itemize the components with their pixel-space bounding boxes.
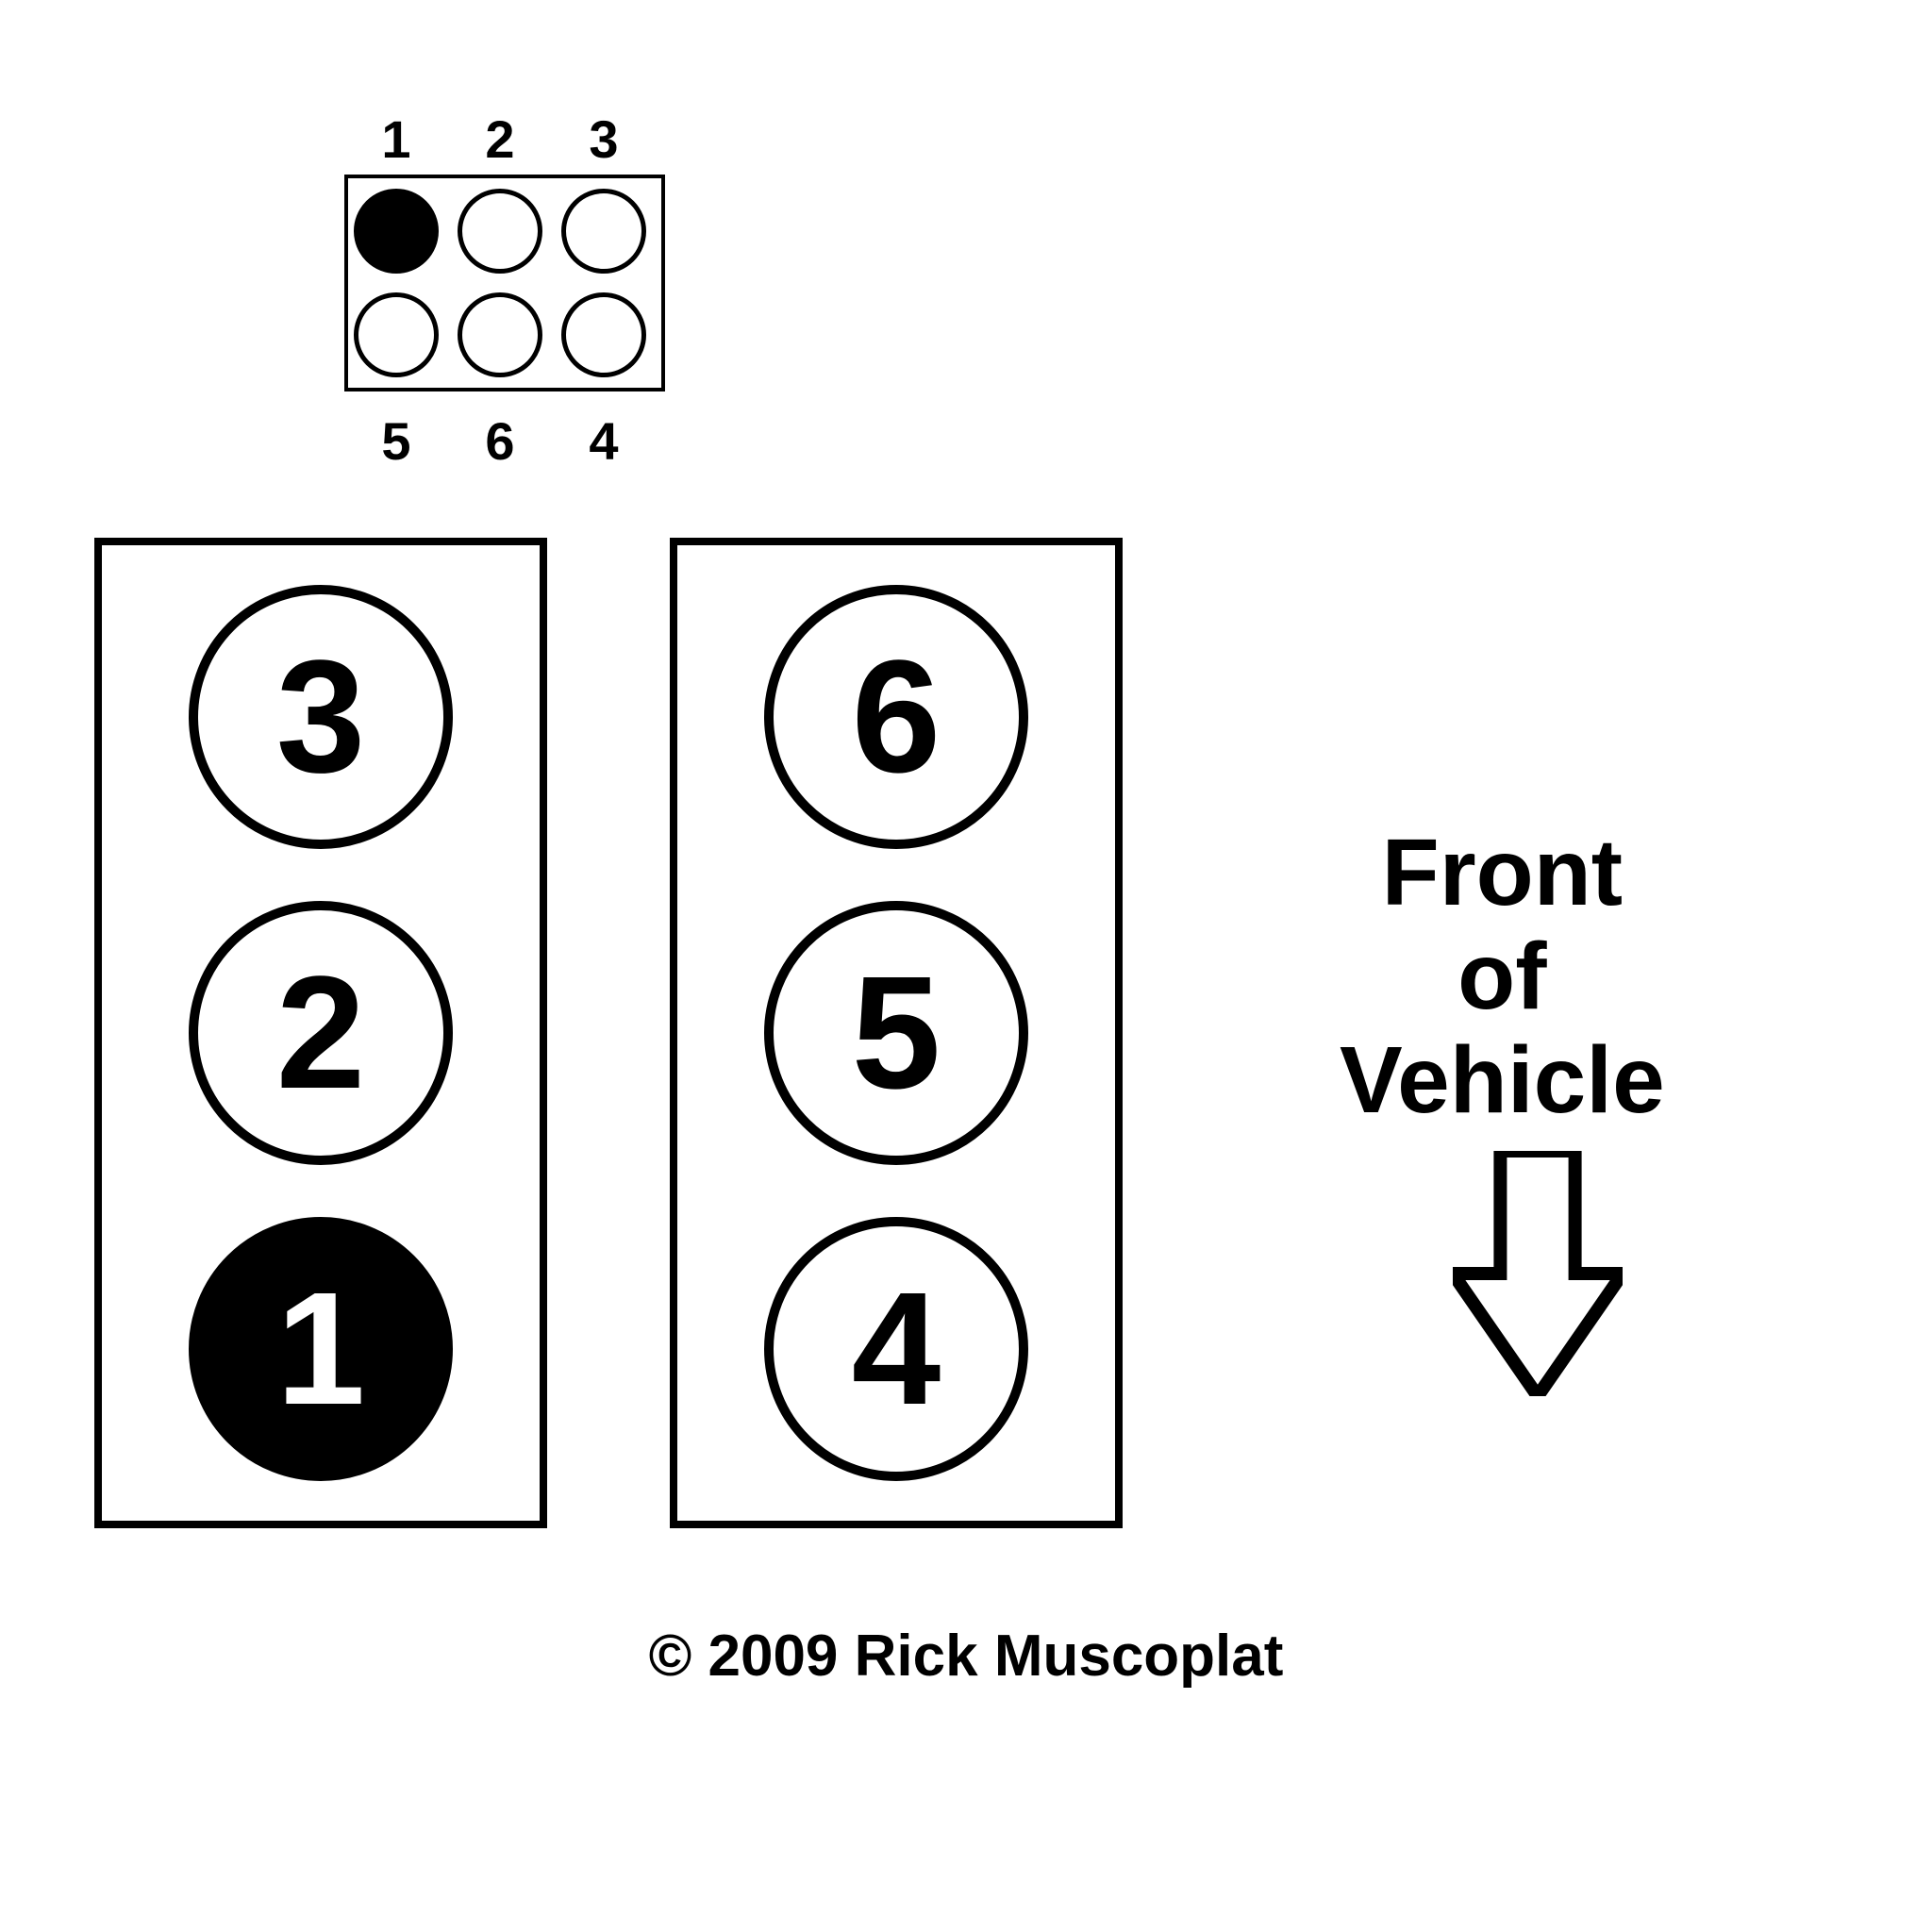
cylinder-number-5: 5 [852, 953, 941, 1113]
coil-top-label-3: 3 [589, 108, 618, 170]
front-label-line3: Vehicle [1340, 1028, 1665, 1132]
cylinder-2: 2 [189, 901, 453, 1165]
coil-top-label-2: 2 [485, 108, 514, 170]
firing-order-diagram: 1 2 3 5 6 4 3 2 1 6 5 4 Front of Vehicle © 2009 R… [0, 0, 1932, 1932]
coil-terminal-4 [354, 292, 439, 377]
coil-bottom-label-4: 4 [589, 410, 618, 472]
cylinder-number-2: 2 [276, 953, 366, 1113]
cylinder-4: 4 [764, 1217, 1028, 1481]
front-label-line2: of [1340, 924, 1665, 1028]
cylinder-number-4: 4 [852, 1269, 941, 1429]
coil-terminal-1 [354, 189, 439, 274]
coil-terminal-6 [561, 292, 646, 377]
front-label-line1: Front [1340, 821, 1665, 924]
coil-terminal-5 [458, 292, 542, 377]
coil-terminal-2 [458, 189, 542, 274]
down-arrow-icon [1453, 1151, 1623, 1396]
cylinder-6: 6 [764, 585, 1028, 849]
front-of-vehicle-label: Front of Vehicle [1340, 821, 1665, 1132]
coil-top-label-1: 1 [381, 108, 410, 170]
copyright-text: © 2009 Rick Muscoplat [0, 1623, 1932, 1690]
coil-bottom-label-5: 5 [381, 410, 410, 472]
coil-terminal-3 [561, 189, 646, 274]
cylinder-number-1: 1 [276, 1269, 366, 1429]
cylinder-5: 5 [764, 901, 1028, 1165]
cylinder-3: 3 [189, 585, 453, 849]
cylinder-number-6: 6 [852, 637, 941, 797]
cylinder-number-3: 3 [276, 637, 366, 797]
coil-bottom-label-6: 6 [485, 410, 514, 472]
cylinder-1: 1 [189, 1217, 453, 1481]
